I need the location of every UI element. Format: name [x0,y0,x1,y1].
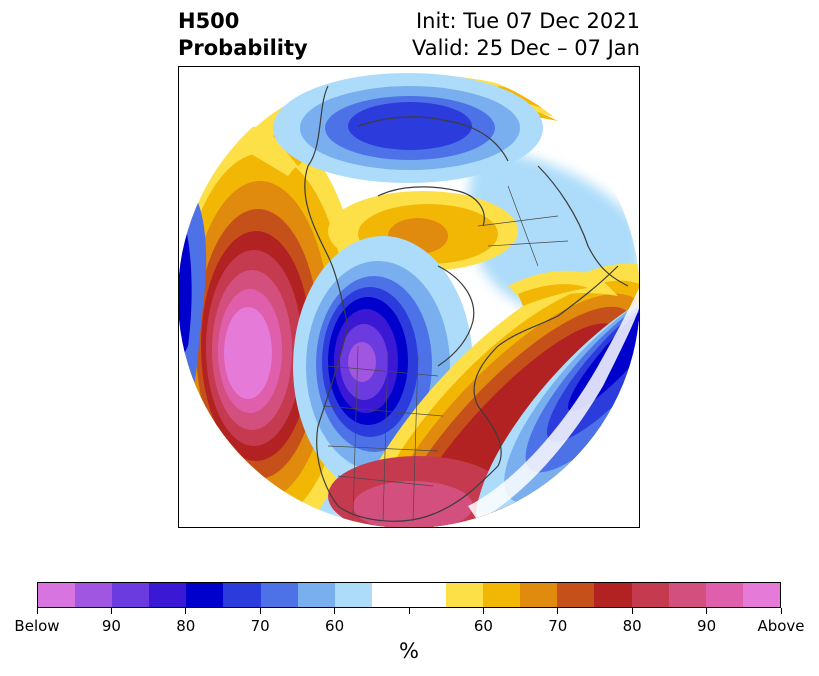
colorbar-segment [446,583,484,607]
colorbar-tick-label: 80 [176,617,196,635]
colorbar-segment [334,583,372,607]
colorbar-tick [408,608,410,614]
colorbar-segment [742,583,780,607]
colorbar-segment [371,583,409,607]
valid-range: Valid: 25 Dec – 07 Jan [411,36,640,60]
colorbar-segment [594,583,632,607]
colorbar-segment [520,583,558,607]
forecast-dates: Init: Tue 07 Dec 2021 Valid: 25 Dec – 07… [412,8,640,62]
colorbar-tick-label: 60 [473,617,493,635]
colorbar-tick [780,608,782,614]
colorbar-tick-label: 70 [548,617,568,635]
map-frame [178,66,640,528]
init-date: Init: Tue 07 Dec 2021 [415,9,640,33]
colorbar-unit: % [399,639,419,663]
colorbar-tick [334,608,336,614]
colorbar-tick [631,608,633,614]
colorbar-segment [408,583,447,607]
colorbar-tick-label: Above [757,617,805,635]
above-anomaly-pacific [178,126,363,528]
colorbar-segment [705,583,743,607]
colorbar-segment [631,583,669,607]
colorbar-segment [112,583,150,607]
colorbar [37,582,781,608]
below-anomaly-north [273,73,543,183]
chart-title: H500 Probability [178,8,308,62]
colorbar-tick [557,608,559,614]
colorbar-tick [482,608,484,614]
colorbar-segment [38,583,76,607]
colorbar-tick [36,608,38,614]
coastlines [304,85,629,522]
colorbar-segment [260,583,298,607]
colorbar-tick-label: Below [14,617,60,635]
colorbar-segment [297,583,335,607]
colorbar-tick-label: 90 [697,617,717,635]
colorbar-segment [149,583,187,607]
colorbar-segment [75,583,113,607]
colorbar-tick-label: 60 [325,617,345,635]
colorbar-tick-label: 90 [101,617,121,635]
colorbar-segment [186,583,224,607]
probability-map [178,66,640,528]
colorbar-tick [185,608,187,614]
colorbar-tick [259,608,261,614]
colorbar-segment [557,583,595,607]
colorbar-segment [483,583,521,607]
colorbar-tick [706,608,708,614]
colorbar-tick [110,608,112,614]
state-borders [322,185,569,522]
probability-fields [178,66,640,528]
colorbar-tick-label: 80 [622,617,642,635]
title-variable: H500 [178,9,240,33]
colorbar-segment [223,583,261,607]
colorbar-tick-label: 70 [250,617,270,635]
title-product: Probability [178,36,308,60]
colorbar-segment [668,583,706,607]
